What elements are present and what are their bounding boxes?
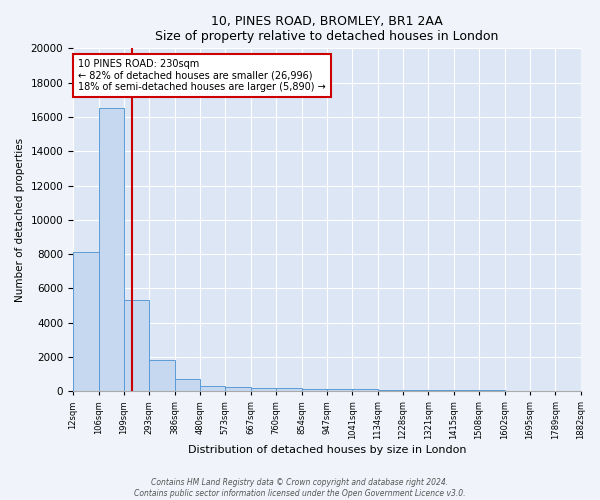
Bar	[377, 390, 403, 392]
Text: Contains HM Land Registry data © Crown copyright and database right 2024.
Contai: Contains HM Land Registry data © Crown c…	[134, 478, 466, 498]
Bar	[505, 390, 530, 392]
Bar	[327, 389, 352, 392]
Bar	[73, 252, 98, 392]
Bar	[352, 390, 377, 392]
Bar	[403, 390, 428, 392]
Bar	[98, 108, 124, 392]
X-axis label: Distribution of detached houses by size in London: Distribution of detached houses by size …	[188, 445, 466, 455]
Bar	[302, 388, 327, 392]
Text: 10 PINES ROAD: 230sqm
← 82% of detached houses are smaller (26,996)
18% of semi-: 10 PINES ROAD: 230sqm ← 82% of detached …	[78, 58, 326, 92]
Bar	[149, 360, 175, 392]
Bar	[124, 300, 149, 392]
Bar	[555, 391, 581, 392]
Bar	[479, 390, 505, 392]
Bar	[175, 380, 200, 392]
Bar	[530, 390, 555, 392]
Title: 10, PINES ROAD, BROMLEY, BR1 2AA
Size of property relative to detached houses in: 10, PINES ROAD, BROMLEY, BR1 2AA Size of…	[155, 15, 499, 43]
Bar	[276, 388, 302, 392]
Bar	[225, 387, 251, 392]
Bar	[428, 390, 454, 392]
Y-axis label: Number of detached properties: Number of detached properties	[15, 138, 25, 302]
Bar	[200, 386, 225, 392]
Bar	[454, 390, 479, 392]
Bar	[251, 388, 276, 392]
